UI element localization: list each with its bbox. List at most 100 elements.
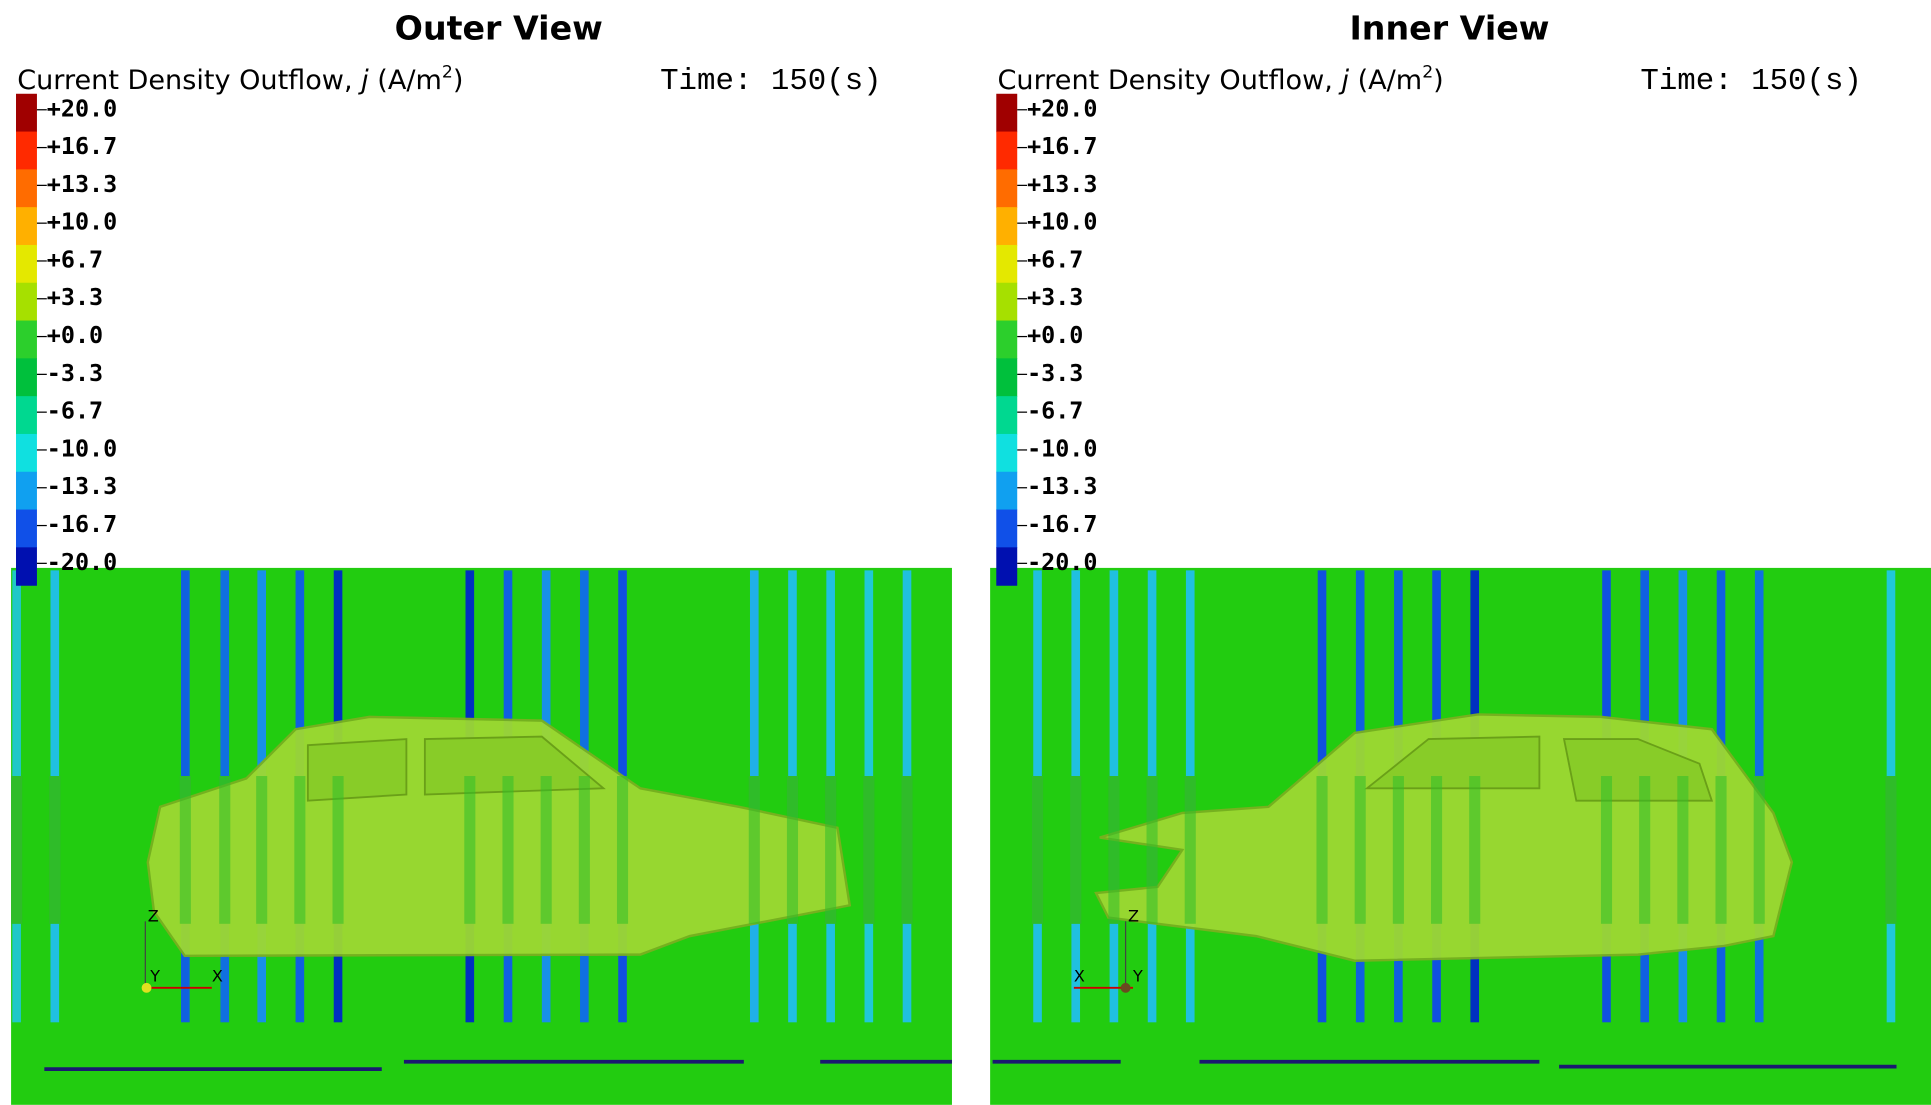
stripe-overlay: [256, 776, 268, 924]
label-text: Current Density Outflow,: [17, 65, 361, 96]
stripe-overlay: [1469, 776, 1481, 924]
colorbar-tick-label: +20.0: [47, 94, 117, 122]
stripe-overlay: [1070, 776, 1082, 924]
stripe-overlay: [1885, 776, 1897, 924]
colorbar-tick-label: +6.7: [47, 245, 103, 273]
stripe-overlay: [748, 776, 760, 924]
colorbar-tick-label: -16.7: [47, 510, 117, 538]
colorbar-tick-label: +10.0: [1027, 208, 1097, 236]
triad-origin: [141, 982, 152, 993]
colorbar-tick-label: -6.7: [1027, 397, 1083, 425]
colorbar-tick-label: +3.3: [1027, 283, 1083, 311]
colorbar-tick-label: -13.3: [1027, 472, 1097, 500]
stripe-overlay: [1316, 776, 1328, 924]
colorbar-segment: [16, 396, 37, 435]
colorbar-segment: [996, 244, 1018, 284]
colorbar-tick-label: -6.7: [47, 397, 103, 425]
label-exponent: 2: [442, 63, 453, 83]
view-panel: Z Y X Outer View Current Density Outflow, j …: [11, 9, 952, 1105]
colorbar-tick-label: -3.3: [1027, 359, 1083, 387]
colorbar-segment: [996, 282, 1018, 322]
colorbar-tick-label: -16.7: [1027, 510, 1097, 538]
time-label: Time: 150(s): [660, 64, 882, 99]
triad-label: Z: [148, 906, 159, 925]
colorbar-segment: [996, 169, 1018, 208]
stripe-overlay: [464, 776, 476, 924]
colorbar-label: Current Density Outflow, j (A/m2): [17, 63, 463, 96]
stripe-overlay: [786, 776, 799, 924]
colorbar-segment: [996, 320, 1018, 359]
colorbar-segment: [16, 547, 37, 586]
colorbar-segment: [996, 433, 1018, 473]
stripe-overlay: [901, 776, 913, 924]
colorbar-segment: [16, 169, 37, 208]
colorbar-segment: [996, 471, 1018, 511]
colorbar-segment: [996, 358, 1018, 397]
view-panel: Z X Y Inner View Current Density Outflow, j …: [990, 9, 1931, 1105]
label-unit: (A/m: [1349, 65, 1422, 96]
label-close: ): [453, 65, 464, 96]
stripe-overlay: [863, 776, 875, 924]
colorbar-tick-label: +16.7: [1027, 132, 1097, 160]
panel-title: Outer View: [395, 9, 603, 48]
colorbar-segment: [16, 320, 37, 359]
car-window: [306, 738, 408, 802]
colorbar-tick-label: -13.3: [47, 472, 117, 500]
stripe-overlay: [1715, 776, 1727, 924]
stripe-overlay: [616, 776, 629, 924]
stripe-overlay: [1146, 776, 1158, 924]
stripe-overlay: [1431, 776, 1443, 924]
colorbar-tick-label: +13.3: [47, 170, 117, 198]
triad-label: X: [1074, 967, 1085, 986]
time-label: Time: 150(s): [1640, 64, 1862, 99]
colorbar-segment: [16, 282, 37, 322]
stripe-overlay: [1753, 776, 1765, 924]
label-unit: (A/m: [369, 65, 442, 96]
stripe-overlay: [1354, 776, 1366, 924]
stripe-overlay: [1677, 776, 1689, 924]
colorbar-tick-label: -10.0: [47, 434, 117, 462]
label-close: ): [1433, 65, 1444, 96]
colorbar-segment: [16, 207, 37, 246]
stripe-overlay: [1392, 776, 1404, 924]
stripe-overlay: [578, 776, 590, 924]
colorbar-segment: [16, 93, 37, 133]
stripe-overlay: [502, 776, 514, 924]
car-window: [1364, 735, 1541, 790]
triad-label: Y: [149, 967, 160, 986]
triad-label: X: [212, 967, 223, 986]
stripe-overlay: [219, 776, 231, 924]
colorbar-tick-label: -10.0: [1027, 434, 1097, 462]
colorbar-segment: [996, 93, 1018, 133]
label-text: Current Density Outflow,: [998, 65, 1342, 96]
colorbar-tick-label: -20.0: [47, 548, 117, 576]
stripe-overlay: [1639, 776, 1651, 924]
triad-label: Y: [1132, 967, 1143, 986]
colorbar-tick-label: +6.7: [1027, 245, 1083, 273]
colorbar-tick-label: +13.3: [1027, 170, 1097, 198]
label-variable: j: [1337, 65, 1349, 96]
colorbar-segment: [16, 358, 37, 397]
colorbar-tick-label: -20.0: [1027, 548, 1097, 576]
stripe-overlay: [540, 776, 552, 924]
colorbar-tick-label: +3.3: [47, 283, 103, 311]
colorbar-segment: [996, 509, 1018, 548]
stripe-overlay: [1600, 776, 1613, 924]
label-exponent: 2: [1422, 63, 1433, 83]
stripe-overlay: [11, 776, 23, 924]
colorbar-tick-label: +0.0: [47, 321, 103, 349]
stripe-overlay: [294, 776, 306, 924]
colorbar-segment: [16, 471, 37, 511]
triad-origin: [1120, 982, 1131, 993]
stripe-overlay: [332, 776, 344, 924]
panel-title: Inner View: [1349, 9, 1549, 48]
stripe-overlay: [1032, 776, 1044, 924]
colorbar-tick-label: +20.0: [1027, 94, 1097, 122]
colorbar-segment: [996, 131, 1018, 170]
colorbar-tick-label: +10.0: [47, 208, 117, 236]
colorbar-segment: [996, 547, 1018, 586]
stripe-overlay: [1184, 776, 1196, 924]
stripe-overlay: [825, 776, 837, 924]
colorbar-segment: [16, 433, 37, 473]
colorbar-segment: [16, 509, 37, 548]
